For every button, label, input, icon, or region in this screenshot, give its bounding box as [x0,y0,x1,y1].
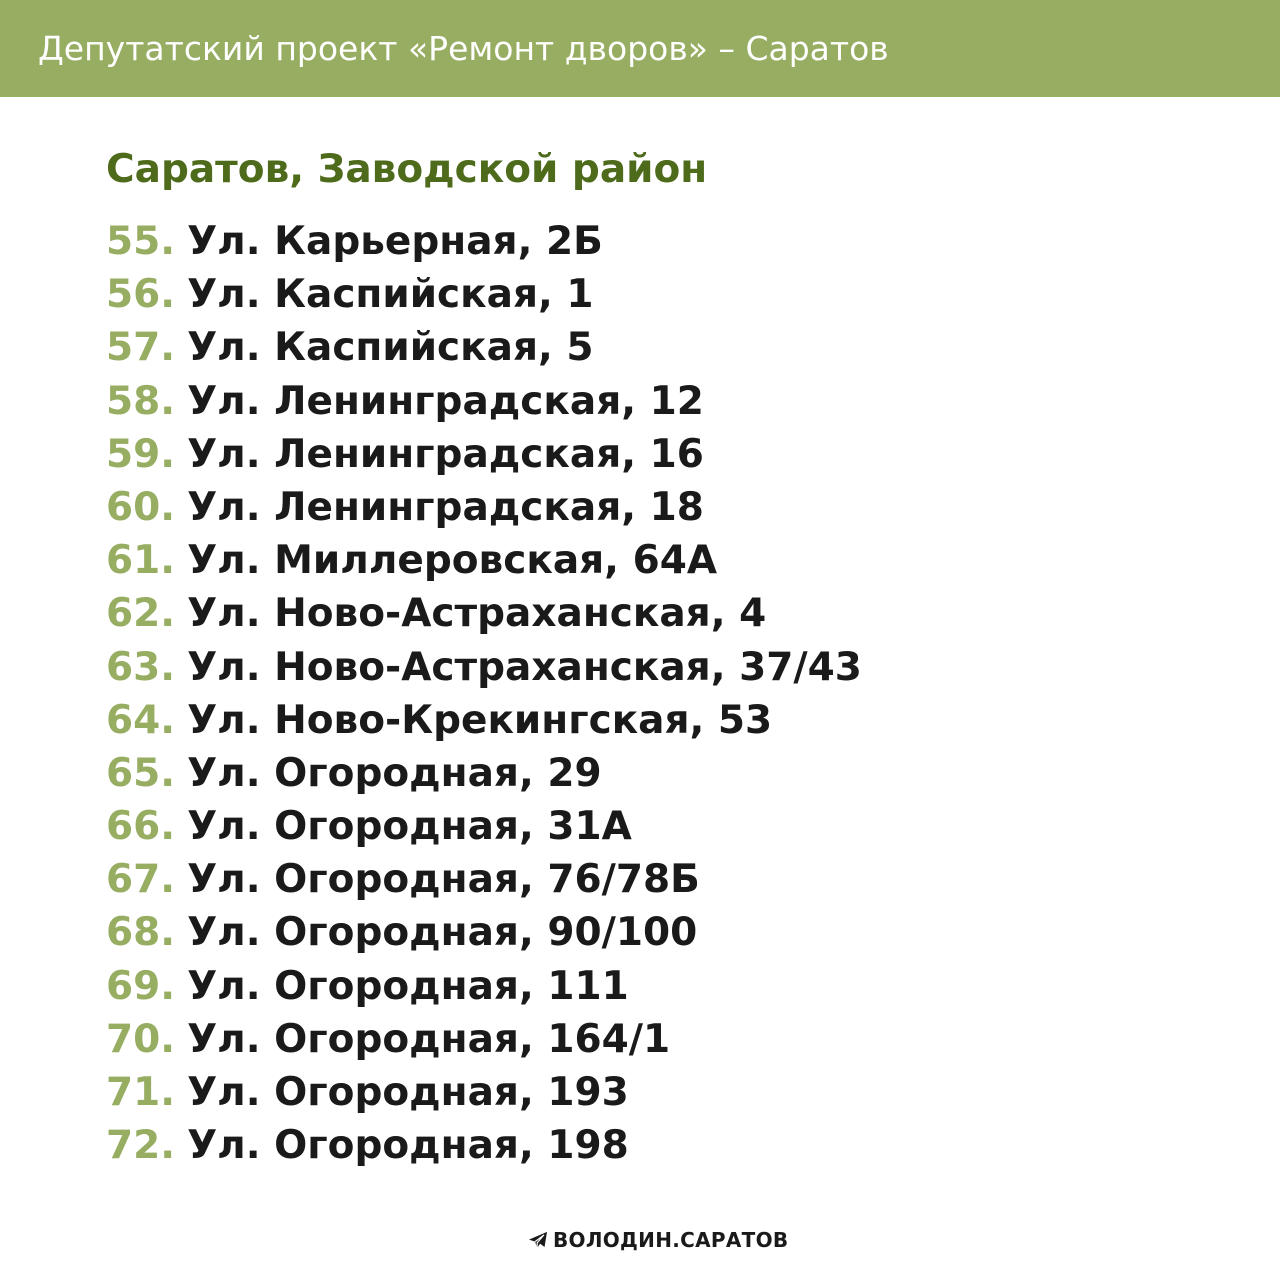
list-item-address: Ул. Ленинградская, 18 [187,484,704,530]
list-item-address: Ул. Каспийская, 1 [187,272,594,318]
list-item-number: 72. [106,1123,176,1169]
list-item: 72. Ул. Огородная, 198 [106,1119,862,1172]
list-item-number: 57. [106,325,176,371]
list-item-number: 67. [106,857,176,903]
list-item-address: Ул. Огородная, 76/78Б [187,857,700,903]
list-item-address: Ул. Огородная, 198 [187,1123,629,1169]
header-bar: Депутатский проект «Ремонт дворов» – Сар… [0,0,1280,97]
list-item: 57. Ул. Каспийская, 5 [106,321,862,374]
list-item-number: 61. [106,538,176,584]
list-item-number: 55. [106,219,176,264]
list-item-address: Ул. Каспийская, 5 [187,325,594,371]
list-item-address: Ул. Огородная, 90/100 [187,910,698,956]
list-item-address: Ул. Ново-Крекингская, 53 [187,697,773,743]
list-item-number: 60. [106,484,176,530]
list-item: 68. Ул. Огородная, 90/100 [106,906,862,959]
list-item: 70. Ул. Огородная, 164/1 [106,1013,862,1066]
telegram-plane-icon [529,1231,547,1249]
list-item: 55. Ул. Карьерная, 2Б [106,215,862,268]
list-item: 63. Ул. Ново-Астраханская, 37/43 [106,641,862,694]
list-item: 66. Ул. Огородная, 31А [106,800,862,853]
list-item: 71. Ул. Огородная, 193 [106,1066,862,1119]
list-item: 61. Ул. Миллеровская, 64А [106,534,862,587]
list-item-number: 65. [106,750,176,796]
list-item-number: 58. [106,378,176,424]
list-item-number: 64. [106,697,176,743]
header-title: Депутатский проект «Ремонт дворов» – Сар… [38,29,889,68]
list-item-address: Ул. Ново-Астраханская, 37/43 [187,644,862,690]
list-item: 64. Ул. Ново-Крекингская, 53 [106,694,862,747]
list-item-number: 63. [106,644,176,690]
list-item-address: Ул. Огородная, 111 [187,963,629,1009]
list-item-number: 62. [106,591,176,637]
section-title: Саратов, Заводской район [106,147,708,192]
list-item: 60. Ул. Ленинградская, 18 [106,481,862,534]
address-list: 55. Ул. Карьерная, 2Б 56. Ул. Каспийская, 1… [106,215,862,1172]
list-item-address: Ул. Ново-Астраханская, 4 [187,591,767,637]
list-item-address: Ул. Ленинградская, 12 [187,378,704,424]
list-item-address: Ул. Огородная, 164/1 [187,1016,671,1062]
list-item: 67. Ул. Огородная, 76/78Б [106,853,862,906]
list-item-address: Ул. Огородная, 193 [187,1070,629,1115]
list-item: 62. Ул. Ново-Астраханская, 4 [106,587,862,640]
list-item-number: 70. [106,1016,176,1062]
list-item-number: 71. [106,1070,176,1115]
list-item-number: 56. [106,272,176,318]
list-item-address: Ул. Ленинградская, 16 [187,431,704,477]
list-item: 65. Ул. Огородная, 29 [106,747,862,800]
list-item: 58. Ул. Ленинградская, 12 [106,375,862,428]
list-item-number: 66. [106,804,176,850]
list-item: 56. Ул. Каспийская, 1 [106,268,862,321]
list-item-number: 69. [106,963,176,1009]
footer-brand: ВОЛОДИН.САРАТОВ [528,1226,788,1254]
list-item-address: Ул. Огородная, 31А [187,804,632,850]
list-item: 69. Ул. Огородная, 111 [106,960,862,1013]
list-item: 59. Ул. Ленинградская, 16 [106,428,862,481]
list-item-address: Ул. Миллеровская, 64А [187,538,718,584]
list-item-address: Ул. Карьерная, 2Б [187,219,603,264]
list-item-address: Ул. Огородная, 29 [187,750,602,796]
list-item-number: 68. [106,910,176,956]
list-item-number: 59. [106,431,176,477]
footer-label: ВОЛОДИН.САРАТОВ [553,1228,789,1252]
